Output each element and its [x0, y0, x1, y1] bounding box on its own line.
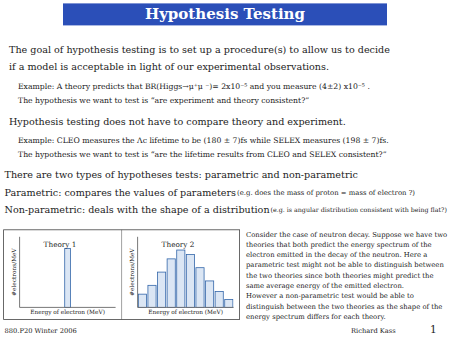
plot-area	[138, 250, 233, 307]
bar	[138, 294, 146, 307]
x-axis	[138, 307, 234, 308]
note: (e.g. is angular distribution consistent…	[271, 206, 447, 214]
body-text: Parametric: compares the values of param…	[5, 187, 237, 198]
x-axis-label: Energy of electron (MeV)	[148, 309, 223, 316]
body-text: Non-parametric: deals with the shape of …	[5, 204, 270, 215]
paragraph: Consider the case of neutron decay. Supp…	[246, 230, 447, 320]
bar	[167, 259, 175, 308]
bar	[186, 254, 194, 307]
y-axis	[137, 237, 138, 308]
body-text: Example: CLEO measures the Λc lifetime t…	[18, 136, 389, 145]
body-text: The goal of hypothesis testing is to set…	[9, 44, 390, 55]
chart-title: Theory 2	[162, 240, 195, 249]
bar	[225, 299, 233, 307]
bar	[196, 268, 204, 308]
bar	[206, 281, 214, 307]
body-text: The hypothesis we want to test is “are e…	[18, 96, 309, 105]
body-text: if a model is acceptable in light of our…	[9, 61, 329, 72]
y-axis-label: #electrons/MeV	[11, 247, 17, 295]
x-axis	[20, 307, 116, 308]
slide: Hypothesis Testing The goal of hypothesis…	[0, 0, 450, 338]
y-axis	[19, 237, 20, 308]
bar	[215, 292, 223, 308]
y-axis-label: #electrons/MeV	[129, 247, 135, 295]
footer: Richard Kass	[351, 327, 396, 335]
figure-box	[4, 230, 240, 320]
body-text: Hypothesis testing does not have to comp…	[9, 116, 346, 127]
footer: 880.P20 Winter 2006	[5, 327, 77, 335]
footer: 1	[430, 323, 437, 335]
title: Hypothesis Testing	[145, 5, 306, 23]
bar	[177, 250, 185, 307]
title-bar	[63, 3, 387, 25]
chart-title: Theory 1	[44, 240, 77, 249]
note: (e.g. does the mass of proton = mass of …	[237, 189, 415, 197]
body-text: There are two types of hypotheses tests:…	[5, 169, 358, 180]
body-text: Example: A theory predicts that BR(Higgs…	[18, 82, 370, 91]
bar	[65, 249, 71, 308]
bar	[148, 285, 156, 307]
x-axis-label: Energy of electron (MeV)	[30, 309, 105, 316]
body-text: The hypothesis we want to test is “are t…	[18, 150, 387, 159]
divider	[121, 230, 122, 320]
bar	[158, 272, 166, 307]
plot-area	[65, 249, 71, 308]
